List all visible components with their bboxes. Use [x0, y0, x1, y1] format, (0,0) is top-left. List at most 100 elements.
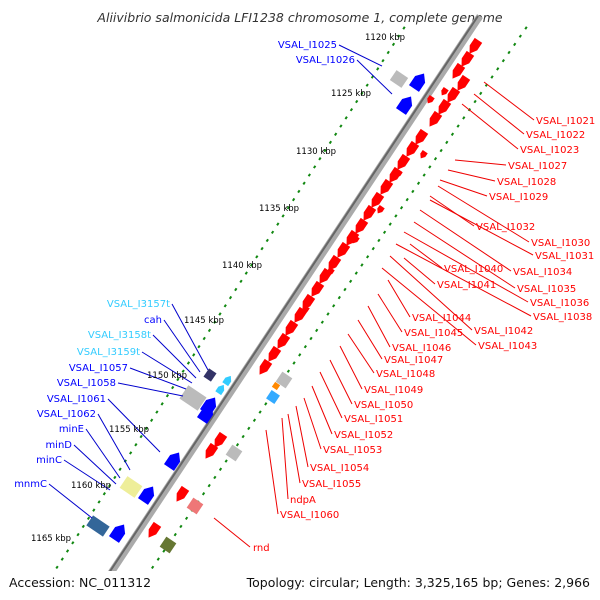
- gene-label[interactable]: VSAL_I1050: [354, 400, 413, 411]
- gene-label[interactable]: VSAL_I1055: [302, 479, 361, 490]
- gene-label[interactable]: VSAL_I1046: [392, 343, 451, 354]
- gene-label[interactable]: VSAL_I1051: [344, 414, 403, 425]
- gene-label[interactable]: VSAL_I1032: [476, 222, 535, 233]
- tick-dot: [218, 312, 222, 316]
- tick-dot: [302, 181, 306, 185]
- tick-dot: [181, 369, 185, 373]
- tick-dot: [213, 475, 217, 480]
- gene-label[interactable]: VSAL_I1060: [280, 510, 339, 521]
- gene-label[interactable]: VSAL_I1052: [334, 430, 393, 441]
- tick-dot: [102, 492, 106, 496]
- footer-background: [0, 571, 600, 600]
- tick-dot: [339, 124, 343, 128]
- gene-label[interactable]: minC: [36, 455, 62, 466]
- gene-label[interactable]: VSAL_I1030: [531, 238, 590, 249]
- forward-gene-arrow: [222, 375, 232, 387]
- gene-label[interactable]: VSAL_I1049: [364, 385, 423, 396]
- reverse-gene-arrow: [380, 178, 394, 195]
- gene-label[interactable]: minD: [45, 440, 72, 451]
- reverse-gene-arrow: [302, 305, 310, 314]
- gene-label[interactable]: VSAL_I3157t: [107, 299, 170, 310]
- leader-line: [461, 103, 519, 150]
- tick-dot: [337, 295, 341, 300]
- gene-block: [203, 368, 217, 382]
- gene-label[interactable]: VSAL_I1048: [376, 369, 435, 380]
- kbp-tick-label: 1150 kbp: [147, 371, 187, 381]
- gene-label[interactable]: VSAL_I1045: [404, 328, 463, 339]
- reverse-gene-arrow: [395, 169, 403, 178]
- tick-dot: [291, 197, 296, 202]
- tick-dot: [360, 263, 364, 267]
- tick-dot: [365, 255, 370, 259]
- tick-dot: [228, 295, 233, 300]
- gene-label[interactable]: VSAL_I1021: [536, 116, 595, 127]
- tick-dot: [490, 75, 494, 79]
- gene-label[interactable]: VSAL_I1026: [296, 55, 355, 66]
- tick-dot: [388, 222, 392, 226]
- tick-dot: [207, 328, 212, 333]
- gene-label[interactable]: VSAL_I3159t: [77, 347, 140, 358]
- tick-dot: [86, 516, 91, 521]
- gene-label[interactable]: VSAL_I1054: [310, 463, 369, 474]
- gene-label[interactable]: VSAL_I1043: [478, 341, 537, 352]
- map-title: Aliivibrio salmonicida LFI1238 chromosom…: [96, 10, 502, 25]
- gene-block: [266, 390, 280, 404]
- gene-label[interactable]: VSAL_I1057: [69, 363, 128, 374]
- leader-line: [403, 231, 529, 303]
- gene-label[interactable]: VSAL_I1038: [533, 312, 592, 323]
- tick-dot: [355, 99, 359, 104]
- reverse-gene-arrow: [469, 37, 483, 54]
- gene-block: [159, 536, 177, 554]
- tick-dot: [315, 328, 319, 333]
- reverse-gene-arrow: [461, 50, 475, 67]
- kbp-tick-label: 1155 kbp: [109, 425, 149, 435]
- gene-label[interactable]: ndpA: [290, 495, 316, 506]
- reverse-gene-arrow: [415, 128, 429, 145]
- gene-label[interactable]: VSAL_I1058: [57, 378, 116, 389]
- gene-label[interactable]: cah: [144, 315, 162, 326]
- tick-dot: [332, 304, 336, 308]
- gene-label[interactable]: VSAL_I1022: [526, 130, 585, 141]
- kbp-tick-label: 1140 kbp: [222, 261, 262, 271]
- leader-line: [287, 413, 301, 484]
- gene-label[interactable]: VSAL_I1023: [520, 145, 579, 156]
- gene-label[interactable]: VSAL_I1027: [508, 161, 567, 172]
- leader-line: [395, 243, 532, 317]
- forward-gene-arrow: [108, 524, 126, 543]
- gene-label[interactable]: VSAL_I1047: [384, 355, 443, 366]
- reverse-gene-arrow: [447, 86, 461, 103]
- gene-label[interactable]: VSAL_I3158t: [88, 330, 151, 341]
- leader-line: [419, 209, 512, 272]
- tick-dot: [76, 532, 80, 537]
- gene-label[interactable]: VSAL_I1044: [412, 313, 471, 324]
- gene-label[interactable]: VSAL_I1035: [517, 284, 576, 295]
- forward-gene-arrow: [163, 452, 181, 471]
- reverse-gene-arrow: [452, 62, 466, 79]
- gene-label[interactable]: minE: [59, 424, 84, 435]
- gene-label[interactable]: VSAL_I1040: [444, 264, 503, 275]
- tick-dot: [151, 565, 155, 570]
- reverse-gene-arrow: [377, 205, 385, 214]
- gene-label[interactable]: VSAL_I1041: [437, 280, 496, 291]
- gene-label[interactable]: VSAL_I1025: [278, 40, 337, 51]
- gene-label[interactable]: VSAL_I1036: [530, 298, 589, 309]
- tick-dot: [60, 557, 64, 561]
- genome-info-text: Topology: circular; Length: 3,325,165 bp…: [246, 575, 590, 590]
- gene-label[interactable]: rnd: [253, 543, 270, 554]
- tick-dot: [113, 475, 117, 480]
- gene-label[interactable]: VSAL_I1031: [535, 251, 594, 262]
- gene-label[interactable]: VSAL_I1028: [497, 177, 556, 188]
- gene-label[interactable]: VSAL_I1061: [47, 394, 106, 405]
- gene-label[interactable]: VSAL_I1053: [323, 445, 382, 456]
- gene-label[interactable]: mnmC: [14, 479, 47, 490]
- gene-label[interactable]: VSAL_I1029: [489, 192, 548, 203]
- gene-label[interactable]: VSAL_I1034: [513, 267, 572, 278]
- gene-label[interactable]: VSAL_I1062: [37, 409, 96, 420]
- gene-label[interactable]: VSAL_I1042: [474, 326, 533, 337]
- leader-line: [409, 243, 443, 269]
- tick-dot: [235, 443, 240, 447]
- tick-dot: [349, 107, 354, 112]
- tick-dot: [405, 197, 409, 202]
- tick-dot: [55, 565, 59, 570]
- tick-dot: [386, 50, 390, 55]
